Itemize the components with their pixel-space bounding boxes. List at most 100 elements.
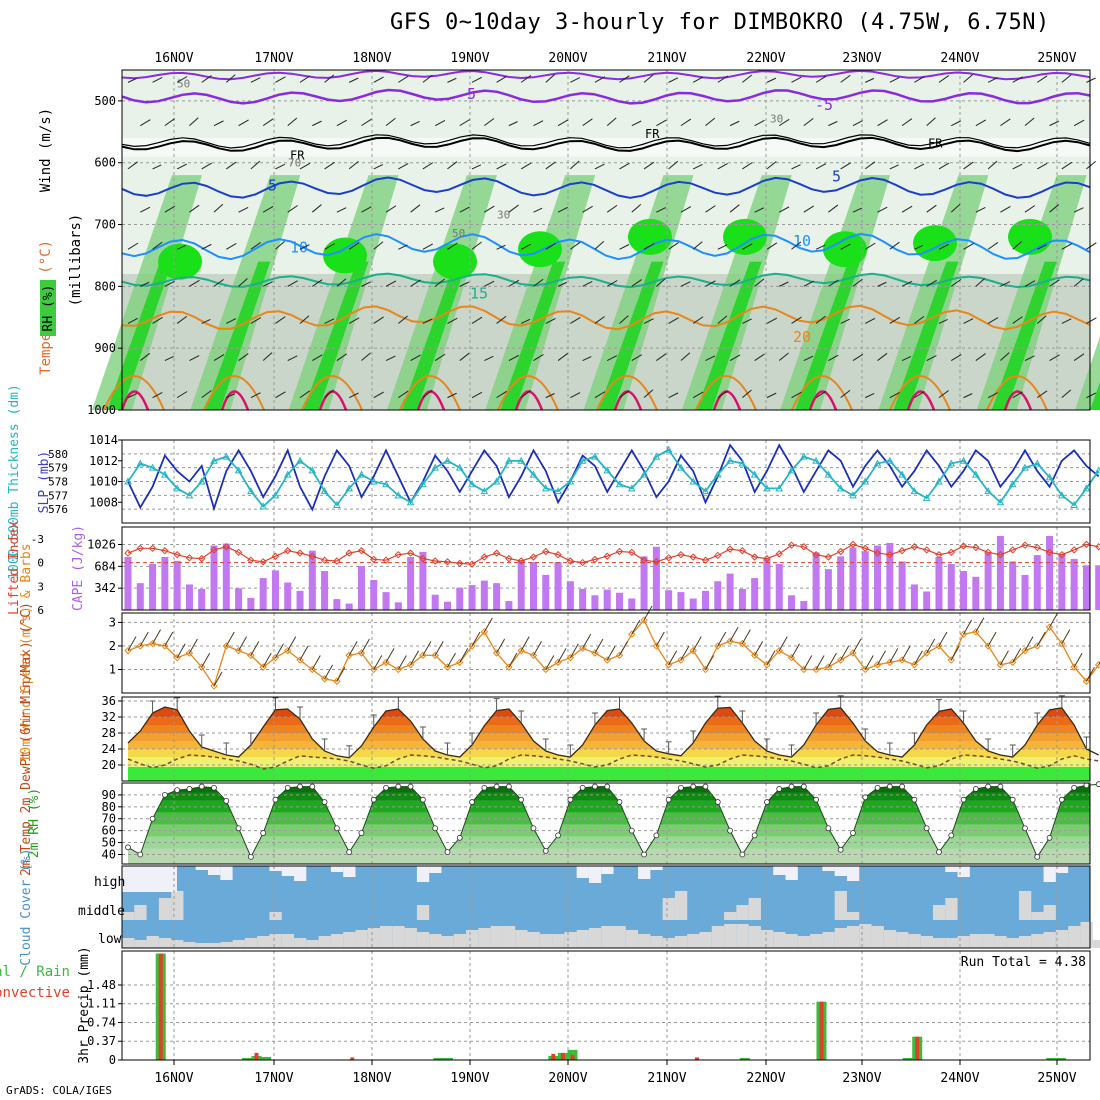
upper-wind-barb-35-1: [557, 119, 569, 127]
cape-bar-70: [984, 552, 992, 610]
upper-wind-barb-42-8: [643, 389, 654, 399]
wind-marker-1: [136, 642, 144, 650]
upper-wind-barb-15-1: [312, 120, 322, 127]
upper-wind-barb-73-5: [1024, 280, 1036, 287]
cloud-mid-bar-3: [158, 898, 172, 920]
upper-wind-barb-33-5: [533, 278, 544, 287]
wind-barb-2: [152, 629, 162, 644]
cloud-high-bar-37: [576, 866, 589, 878]
li-marker-35: [554, 550, 562, 559]
upper-wind-barb-27-5: [459, 281, 469, 287]
li-tick-0: 0: [37, 557, 44, 570]
cloud-low-bar-18: [343, 932, 356, 948]
wind-marker-50: [738, 639, 747, 648]
contour-label-20: 20: [793, 328, 811, 346]
wind-marker-22: [394, 665, 403, 674]
top-date-label-7: 23NOV: [842, 51, 881, 66]
upper-wind-barb-38-0: [594, 76, 606, 83]
thickness-marker-36: [566, 477, 575, 485]
wind-marker-55: [800, 665, 808, 674]
li-marker-4: [173, 550, 181, 559]
upper-wind-barb-74-4: [1037, 244, 1047, 250]
upper-ylabel-wind: Wind (m/s): [38, 108, 54, 192]
moisture-streak-2: [288, 175, 399, 410]
bottom-date-label-2: 18NOV: [352, 1071, 391, 1086]
li-marker-48: [714, 551, 722, 560]
cloud-low-bar-27: [453, 934, 467, 948]
cape-bar-33: [529, 562, 537, 610]
rh-marker-10: [247, 853, 254, 860]
wind-barb-33: [533, 641, 542, 656]
wind-barb-25: [434, 641, 444, 656]
wind-marker-24: [419, 651, 427, 660]
cape-bar-4: [173, 560, 181, 610]
contour-30-loop-0: [120, 390, 150, 411]
cloud-low-bar-59: [846, 926, 860, 948]
wind-marker-12: [271, 653, 280, 662]
cape-bar-8: [222, 543, 230, 610]
rh-marker-23: [407, 783, 414, 790]
rh-marker-69: [972, 786, 979, 792]
upper-wind-barb-48-4: [717, 244, 728, 250]
rh-marker-31: [506, 783, 512, 790]
li-marker-58: [836, 547, 845, 556]
cloud-low-bar-78: [1080, 922, 1093, 948]
upper-wind-barb-48-8: [717, 390, 728, 399]
wind-barb-26: [447, 652, 456, 668]
cloud-low-bar-56: [810, 934, 823, 948]
cape-bar-41: [628, 598, 636, 610]
upper-wind-barb-74-8: [1036, 390, 1048, 399]
thickness-marker-39: [603, 466, 612, 474]
thickness-marker-66: [935, 477, 943, 485]
upper-wind-barb-10-8: [250, 392, 261, 399]
upper-wind-barb-19-1: [361, 118, 372, 127]
cloud-low-bar-28: [466, 930, 479, 948]
cape-bar-73: [1021, 574, 1029, 610]
rh-marker-16: [321, 799, 328, 805]
cloud-mid-bar-24: [416, 905, 430, 920]
upper-wind-barb-33-1: [533, 120, 544, 127]
upper-wind-barb-40-8: [619, 390, 630, 399]
wind-marker-0: [124, 646, 132, 655]
upper-wind-barb-51-5: [754, 278, 765, 287]
upper-wind-barb-43-3: [656, 207, 666, 213]
cloud-high-bar-14: [294, 866, 307, 881]
cloud-low-bar-51: [748, 926, 761, 948]
precip-label-total: Total / Rain: [0, 964, 70, 980]
li-marker-44: [664, 554, 673, 562]
rh-90-label: 90: [102, 788, 116, 802]
upper-ylabel-rh: RH (%): [41, 285, 56, 332]
rh-marker-53: [776, 786, 783, 792]
contour-25-loop-7: [791, 375, 853, 411]
wind-marker-52: [763, 661, 771, 669]
li-marker-65: [922, 546, 931, 554]
cloud-high-bar-67: [945, 866, 958, 872]
upper-wind-barb-39-3: [606, 204, 618, 213]
cloud-low-bar-46: [687, 934, 700, 948]
upper-wind-barb-46-0: [692, 76, 704, 83]
wind-marker-76: [1058, 639, 1066, 648]
rh-marker-28: [469, 799, 475, 805]
thickness-marker-59: [849, 491, 857, 499]
cloud-high-bar-53: [773, 866, 786, 875]
li-tick--3: -3: [31, 533, 44, 546]
wind-marker-23: [406, 661, 415, 669]
upper-wind-barb-72-4: [1012, 241, 1023, 250]
rh-marker-60: [862, 794, 869, 801]
upper-wind-barb-20-0: [373, 76, 384, 83]
upper-wind-barb-52-0: [766, 77, 777, 83]
moisture-core-4: [500, 261, 566, 410]
temp-36-label: 36: [102, 694, 116, 708]
cape-bar-35: [554, 562, 562, 610]
upper-wind-barb-25-1: [434, 120, 446, 127]
upper-wind-barb-71-1: [1000, 118, 1011, 127]
upper-wind-barb-8-8: [226, 393, 236, 399]
wind-speed-line: [127, 618, 1100, 688]
cape-bar-32: [517, 560, 525, 610]
wind-marker-74: [1033, 642, 1041, 650]
contour-label-minus5: -5: [458, 85, 476, 103]
thickness-marker-37: [578, 456, 587, 464]
upper-wind-barb-9-5: [238, 278, 248, 287]
cape-bar-23: [407, 557, 415, 610]
cloud-low-bar-48: [711, 926, 725, 948]
